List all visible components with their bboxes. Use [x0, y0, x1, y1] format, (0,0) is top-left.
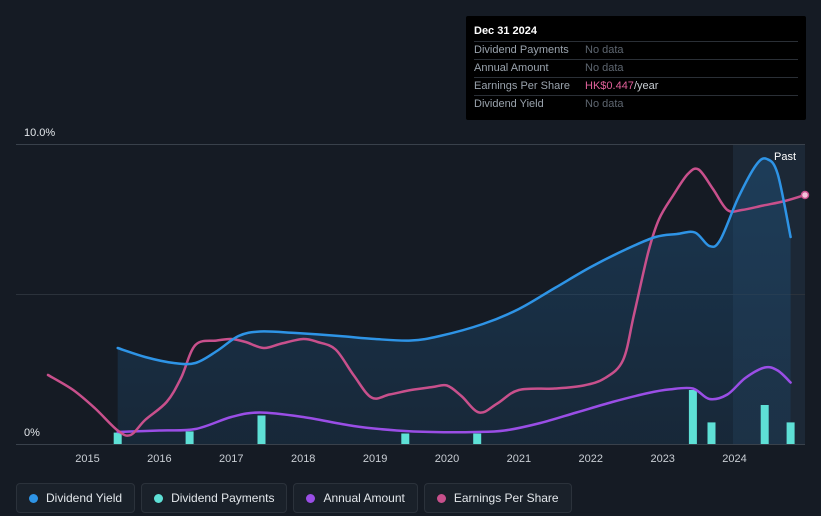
- dividend-yield-line: [116, 157, 792, 366]
- dividend-payment-bar: [760, 405, 769, 444]
- x-axis-tick-label: 2018: [291, 453, 315, 465]
- tooltip-value: No data: [585, 44, 624, 56]
- tooltip-row-dividend-payments: Dividend Payments No data: [474, 41, 798, 59]
- legend-dot-icon: [154, 493, 164, 503]
- legend-item-dividend-yield[interactable]: Dividend Yield: [16, 483, 136, 513]
- x-axis-tick-label: 2022: [579, 453, 603, 465]
- earnings-per-share-line: [46, 167, 807, 437]
- x-axis-tick-label: 2021: [507, 453, 531, 465]
- tooltip-row-dividend-yield: Dividend Yield No data: [474, 95, 798, 113]
- x-axis-tick-label: 2019: [363, 453, 387, 465]
- dividend-payment-bar: [473, 433, 482, 444]
- tooltip-date: Dec 31 2024: [474, 25, 537, 37]
- legend-dot-icon: [29, 493, 38, 503]
- tooltip-value: HK$0.447/year: [585, 78, 658, 95]
- legend-dot-icon: [306, 493, 316, 503]
- dividend-payment-bar: [257, 415, 266, 444]
- legend-label: Dividend Yield: [46, 491, 123, 505]
- eps-unit: /year: [633, 80, 659, 92]
- dividend-payment-bar: [707, 422, 716, 444]
- tooltip-row-earnings-per-share: Earnings Per Share HK$0.447/year: [474, 77, 798, 95]
- legend-label: Annual Amount: [323, 491, 405, 505]
- legend-label: Dividend Payments: [171, 491, 275, 505]
- legend-item-dividend-payments[interactable]: Dividend Payments: [141, 483, 288, 513]
- legend-label: Earnings Per Share: [453, 491, 559, 505]
- tooltip-label: Annual Amount: [474, 62, 549, 74]
- y-axis-bottom-label: 0%: [24, 427, 40, 439]
- dividend-payment-bar: [688, 390, 697, 444]
- x-axis-tick-label: 2020: [435, 453, 459, 465]
- tooltip-label: Earnings Per Share: [474, 80, 570, 92]
- tooltip-label: Dividend Payments: [474, 44, 569, 56]
- x-axis-tick-label: 2015: [75, 453, 99, 465]
- dividend-payment-bar: [113, 432, 122, 444]
- dividend-payment-bar: [185, 431, 194, 444]
- earnings-per-share-endpoint: [800, 190, 810, 200]
- dividend-payment-bar: [401, 433, 410, 444]
- legend-item-annual-amount[interactable]: Annual Amount: [293, 483, 418, 513]
- past-label: Past: [774, 151, 796, 163]
- tooltip-value: No data: [585, 98, 624, 110]
- x-axis-tick-label: 2017: [219, 453, 243, 465]
- legend-item-earnings-per-share[interactable]: Earnings Per Share: [423, 483, 572, 513]
- annual-amount-line: [116, 365, 792, 434]
- x-axis-tick-label: 2024: [722, 453, 746, 465]
- dividend-payment-bar: [786, 422, 795, 444]
- tooltip-row-annual-amount: Annual Amount No data: [474, 59, 798, 77]
- tooltip: Dec 31 2024 Dividend Payments No data An…: [466, 16, 806, 120]
- dividend-yield-area: [117, 158, 791, 445]
- x-axis-tick-label: 2023: [650, 453, 674, 465]
- tooltip-value: No data: [585, 62, 624, 74]
- legend: Dividend Yield Dividend Payments Annual …: [16, 483, 572, 513]
- legend-dot-icon: [436, 493, 446, 503]
- x-axis-tick-label: 2016: [147, 453, 171, 465]
- tooltip-label: Dividend Yield: [474, 98, 544, 110]
- eps-value: HK$0.447: [585, 80, 634, 92]
- y-axis-top-label: 10.0%: [24, 127, 55, 139]
